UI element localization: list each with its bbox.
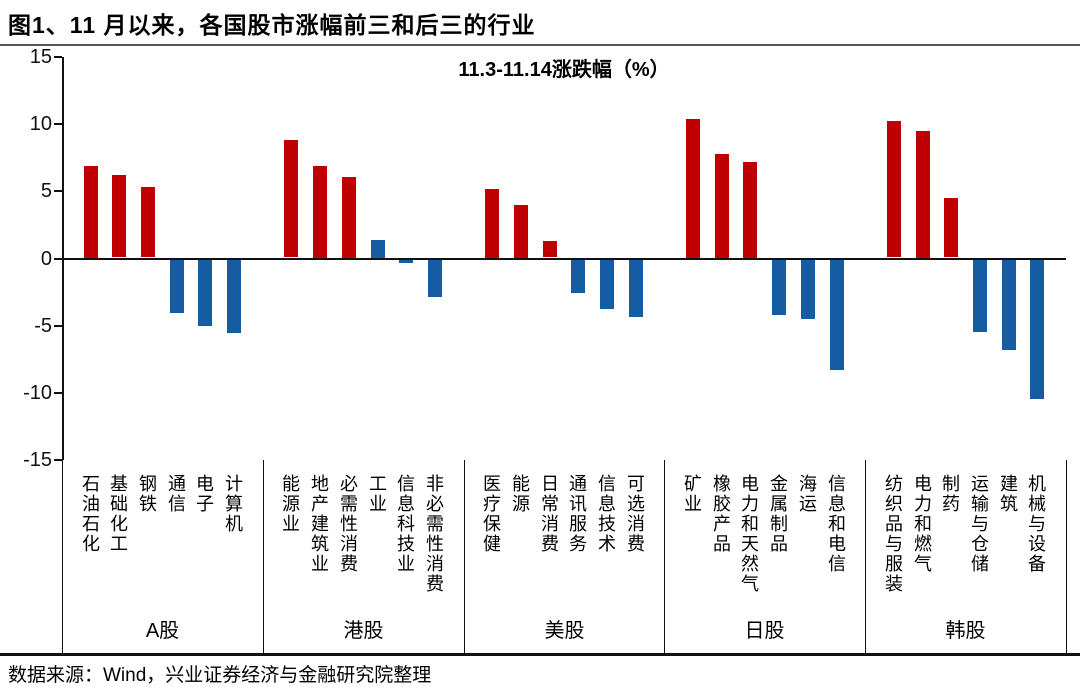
group-divider — [464, 460, 465, 653]
y-tick-mark — [54, 324, 62, 327]
group-divider — [865, 460, 866, 653]
sector-label: 矿业 — [682, 474, 702, 514]
group-divider — [62, 460, 63, 653]
bar — [801, 260, 815, 319]
sector-label: 必需性消费 — [338, 474, 358, 574]
sector-label: 能源业 — [280, 474, 300, 534]
sector-label: 金属制品 — [768, 474, 788, 554]
bar — [227, 260, 241, 333]
y-tick-mark — [54, 123, 62, 126]
y-tick-label: 15 — [29, 46, 52, 68]
y-tick-label: 0 — [40, 247, 52, 270]
y-tick-mark — [54, 56, 62, 58]
sector-label: 日常消费 — [539, 474, 559, 554]
bar — [313, 166, 327, 258]
bar — [342, 177, 356, 258]
sector-label: 海运 — [797, 474, 817, 514]
bar — [198, 260, 212, 326]
sector-label: 电力和燃气 — [912, 474, 932, 574]
sector-label: 可选消费 — [625, 474, 645, 554]
zero-axis-line — [62, 257, 1066, 260]
sector-label: 建筑 — [998, 474, 1018, 514]
y-tick-label: -15 — [23, 449, 52, 471]
bar — [944, 198, 958, 257]
sector-label: 机械与设备 — [1026, 474, 1046, 574]
sector-label: 非必需性消费 — [424, 474, 444, 594]
bar — [428, 260, 442, 297]
sector-label: 橡胶产品 — [711, 474, 731, 554]
sector-label: 电子 — [194, 474, 214, 514]
sector-label: 地产建筑业 — [309, 474, 329, 574]
sector-label: 制药 — [940, 474, 960, 514]
market-label: 美股 — [544, 620, 585, 642]
sector-label: 运输与仓储 — [969, 474, 989, 574]
bar — [1002, 260, 1016, 350]
group-divider — [263, 460, 264, 653]
sector-label: 通讯服务 — [567, 474, 587, 554]
sector-label: 石油石化 — [80, 474, 100, 554]
bar — [916, 131, 930, 258]
title-divider — [0, 44, 1080, 46]
bar — [973, 260, 987, 332]
group-divider — [1066, 460, 1067, 653]
bar — [830, 260, 844, 370]
sector-label: 信息科技业 — [395, 474, 415, 574]
bar — [399, 260, 413, 263]
market-label: 韩股 — [945, 620, 986, 642]
y-tick-mark — [54, 391, 62, 394]
sector-label: 信息技术 — [596, 474, 616, 554]
bar — [485, 189, 499, 258]
chart-title: 11.3-11.14涨跌幅（%） — [458, 59, 670, 81]
bar — [686, 119, 700, 258]
y-tick-label: 10 — [29, 113, 52, 136]
sector-label: 计算机 — [223, 474, 243, 534]
sector-label: 电力和天然气 — [739, 474, 759, 594]
sector-label: 信息和电信 — [826, 474, 846, 574]
sector-label: 工业 — [367, 474, 387, 514]
sector-label: 纺织品与服装 — [883, 474, 903, 594]
market-label: 港股 — [343, 620, 384, 642]
bottom-divider — [0, 653, 1080, 656]
sector-label: 基础化工 — [108, 474, 128, 554]
source-note: 数据来源：Wind，兴业证券经济与金融研究院整理 — [8, 665, 432, 686]
bar — [571, 260, 585, 293]
bar — [1030, 260, 1044, 399]
y-tick-label: -10 — [23, 381, 52, 404]
group-divider — [664, 460, 665, 653]
bar — [743, 162, 757, 258]
y-tick-mark — [54, 190, 62, 193]
bar — [170, 260, 184, 313]
y-tick-label: 5 — [40, 180, 52, 203]
y-tick-mark — [54, 459, 62, 461]
bar — [600, 260, 614, 309]
sector-label: 医疗保健 — [481, 474, 501, 554]
bar — [514, 205, 528, 258]
bar — [629, 260, 643, 317]
figure-title: 图1、11 月以来，各国股市涨幅前三和后三的行业 — [8, 12, 536, 38]
bar — [887, 121, 901, 257]
market-label: A股 — [145, 620, 180, 642]
y-tick-mark — [54, 257, 62, 260]
sector-label: 通信 — [166, 474, 186, 514]
sector-label: 钢铁 — [137, 474, 157, 514]
bar — [141, 187, 155, 257]
market-label: 日股 — [744, 620, 785, 642]
bar — [112, 175, 126, 257]
bar — [715, 154, 729, 258]
bar — [84, 166, 98, 258]
sector-label: 能源 — [510, 474, 530, 514]
y-tick-label: -5 — [34, 314, 52, 337]
bar — [772, 260, 786, 315]
bar — [371, 240, 385, 258]
bar — [284, 140, 298, 257]
bar — [543, 241, 557, 257]
